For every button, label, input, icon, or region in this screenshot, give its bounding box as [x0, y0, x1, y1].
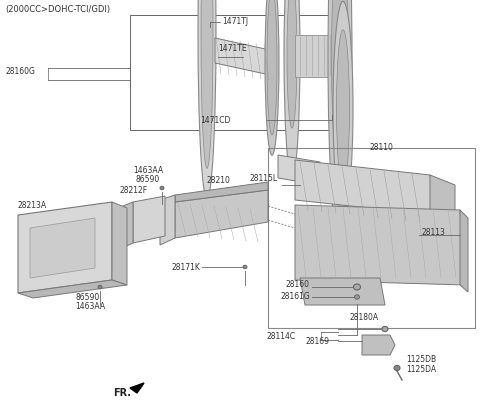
Ellipse shape	[336, 30, 349, 186]
Text: 28110: 28110	[370, 143, 394, 152]
Text: 28213A: 28213A	[18, 201, 47, 210]
Text: 28161G: 28161G	[280, 291, 310, 300]
Ellipse shape	[198, 0, 216, 199]
Circle shape	[160, 186, 164, 190]
Ellipse shape	[332, 0, 348, 180]
Polygon shape	[175, 190, 268, 238]
Text: 28113: 28113	[422, 227, 446, 237]
Text: 86590: 86590	[136, 175, 160, 184]
Polygon shape	[18, 280, 127, 298]
Text: 1471CD: 1471CD	[200, 115, 230, 124]
Polygon shape	[300, 278, 385, 305]
Polygon shape	[18, 202, 112, 293]
Text: 1463AA: 1463AA	[75, 302, 105, 311]
Circle shape	[355, 295, 360, 299]
Ellipse shape	[265, 0, 279, 155]
Polygon shape	[118, 202, 133, 250]
Bar	[268, 148, 475, 328]
Circle shape	[394, 365, 400, 371]
Text: 28210: 28210	[206, 176, 230, 185]
Polygon shape	[112, 202, 127, 285]
Ellipse shape	[287, 0, 297, 128]
Circle shape	[243, 265, 247, 269]
Text: 28169: 28169	[306, 337, 330, 346]
Text: 1463AA: 1463AA	[133, 166, 163, 175]
Polygon shape	[278, 155, 320, 185]
Text: 28171K: 28171K	[171, 263, 200, 271]
Text: (2000CC>DOHC-TCI/GDI): (2000CC>DOHC-TCI/GDI)	[5, 5, 110, 14]
Text: 28115L: 28115L	[250, 174, 278, 183]
Circle shape	[353, 284, 360, 290]
Polygon shape	[30, 218, 95, 278]
Circle shape	[382, 327, 388, 332]
Text: 1125DA: 1125DA	[406, 365, 436, 374]
Polygon shape	[362, 335, 395, 355]
Text: FR.: FR.	[113, 388, 131, 398]
Polygon shape	[430, 175, 455, 225]
Bar	[130, 15, 345, 130]
Text: 28160: 28160	[286, 279, 310, 288]
Ellipse shape	[333, 1, 353, 215]
Polygon shape	[295, 205, 465, 285]
Text: 1471TE: 1471TE	[218, 44, 247, 53]
Ellipse shape	[201, 0, 213, 168]
Ellipse shape	[284, 0, 300, 178]
Ellipse shape	[267, 0, 277, 135]
Polygon shape	[130, 383, 144, 393]
Ellipse shape	[328, 0, 352, 248]
Text: 28160G: 28160G	[5, 68, 35, 76]
Text: 28114C: 28114C	[267, 332, 296, 340]
Bar	[295, 35, 337, 77]
Text: 1125DB: 1125DB	[406, 355, 436, 364]
Text: 86590: 86590	[75, 293, 99, 302]
Polygon shape	[133, 196, 165, 243]
Polygon shape	[295, 160, 435, 215]
Circle shape	[98, 285, 102, 289]
Text: 1471TJ: 1471TJ	[222, 17, 248, 25]
Text: 28180A: 28180A	[350, 313, 379, 322]
Polygon shape	[460, 210, 468, 292]
Polygon shape	[175, 182, 268, 202]
Text: 28212F: 28212F	[120, 186, 148, 195]
Polygon shape	[215, 38, 270, 75]
Polygon shape	[160, 195, 175, 245]
